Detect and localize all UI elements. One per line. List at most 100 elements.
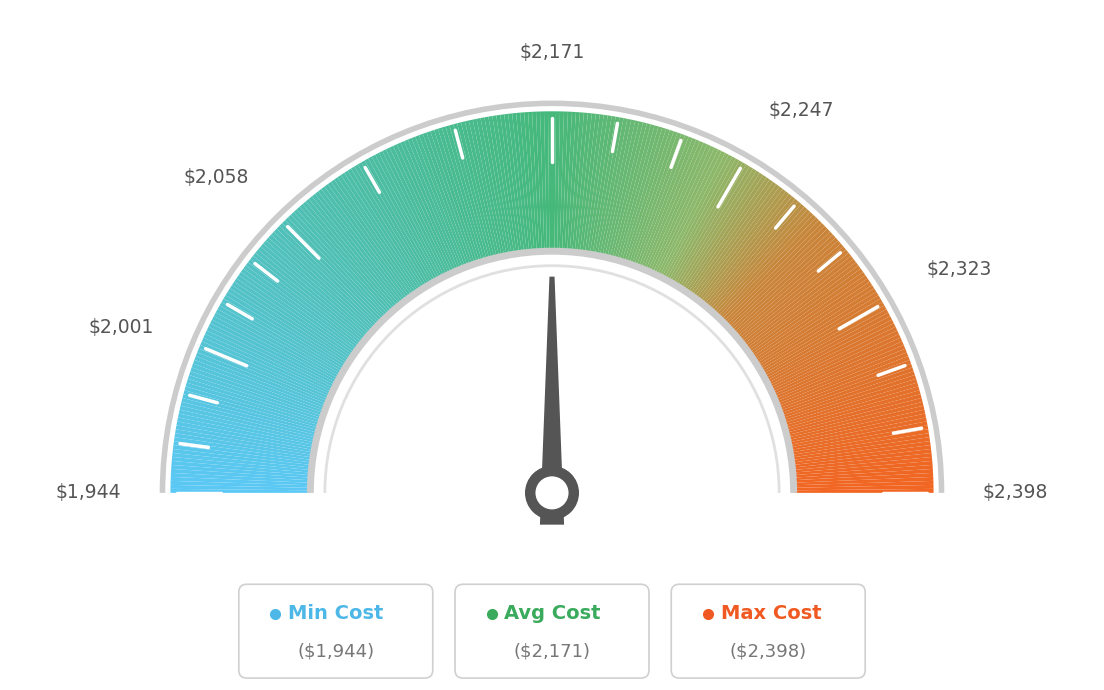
FancyBboxPatch shape xyxy=(671,584,866,678)
Wedge shape xyxy=(773,337,902,397)
Wedge shape xyxy=(788,413,926,445)
Wedge shape xyxy=(192,364,325,413)
Wedge shape xyxy=(629,131,678,265)
Wedge shape xyxy=(587,115,612,254)
Wedge shape xyxy=(473,119,505,257)
Wedge shape xyxy=(792,449,932,468)
Wedge shape xyxy=(692,182,776,297)
Wedge shape xyxy=(792,445,931,465)
Wedge shape xyxy=(582,115,604,253)
Wedge shape xyxy=(558,111,564,251)
Wedge shape xyxy=(318,189,406,302)
Wedge shape xyxy=(488,116,514,255)
Wedge shape xyxy=(762,302,884,374)
Wedge shape xyxy=(757,292,879,368)
Wedge shape xyxy=(230,285,349,364)
Wedge shape xyxy=(702,194,793,305)
Wedge shape xyxy=(184,386,320,428)
Wedge shape xyxy=(202,337,331,397)
Wedge shape xyxy=(564,112,576,252)
Wedge shape xyxy=(704,197,795,306)
Wedge shape xyxy=(277,226,380,326)
Wedge shape xyxy=(528,112,540,252)
Wedge shape xyxy=(454,124,492,259)
Wedge shape xyxy=(174,433,314,457)
Wedge shape xyxy=(644,139,700,270)
Wedge shape xyxy=(294,209,391,315)
Wedge shape xyxy=(790,433,930,457)
Wedge shape xyxy=(361,161,434,284)
Wedge shape xyxy=(619,126,662,262)
Wedge shape xyxy=(631,132,681,266)
Wedge shape xyxy=(185,382,320,426)
Wedge shape xyxy=(792,441,931,462)
Wedge shape xyxy=(789,425,928,453)
Wedge shape xyxy=(605,121,639,257)
Wedge shape xyxy=(775,345,905,402)
Wedge shape xyxy=(672,162,746,285)
Wedge shape xyxy=(469,119,501,257)
Wedge shape xyxy=(189,371,323,418)
Wedge shape xyxy=(776,348,906,404)
Wedge shape xyxy=(288,215,386,319)
Wedge shape xyxy=(279,223,381,324)
Text: Min Cost: Min Cost xyxy=(288,604,383,623)
Wedge shape xyxy=(171,469,311,480)
Wedge shape xyxy=(234,278,352,359)
Text: Avg Cost: Avg Cost xyxy=(505,604,601,623)
Wedge shape xyxy=(661,153,729,279)
Wedge shape xyxy=(612,124,650,259)
Wedge shape xyxy=(268,235,374,331)
FancyBboxPatch shape xyxy=(238,584,433,678)
Wedge shape xyxy=(784,386,920,428)
Wedge shape xyxy=(789,417,927,448)
Wedge shape xyxy=(577,113,596,253)
Wedge shape xyxy=(178,413,316,445)
Wedge shape xyxy=(457,122,495,259)
Wedge shape xyxy=(752,278,870,359)
Wedge shape xyxy=(232,282,351,362)
Wedge shape xyxy=(344,170,423,290)
Wedge shape xyxy=(170,485,310,491)
Wedge shape xyxy=(170,489,310,493)
Wedge shape xyxy=(688,177,769,295)
Wedge shape xyxy=(423,132,473,266)
Wedge shape xyxy=(401,141,458,271)
Wedge shape xyxy=(210,319,337,386)
Wedge shape xyxy=(627,130,673,264)
Wedge shape xyxy=(648,143,708,272)
Wedge shape xyxy=(516,112,532,253)
Wedge shape xyxy=(694,184,779,299)
Wedge shape xyxy=(686,175,766,293)
Wedge shape xyxy=(238,272,355,355)
Wedge shape xyxy=(173,445,312,465)
Wedge shape xyxy=(609,122,647,259)
Wedge shape xyxy=(328,182,412,297)
Wedge shape xyxy=(505,114,524,253)
Wedge shape xyxy=(258,246,368,339)
Wedge shape xyxy=(241,268,357,353)
Wedge shape xyxy=(335,177,416,295)
Wedge shape xyxy=(670,161,743,284)
Wedge shape xyxy=(246,262,360,348)
Wedge shape xyxy=(203,334,332,395)
Wedge shape xyxy=(325,184,410,299)
Wedge shape xyxy=(747,268,863,353)
Wedge shape xyxy=(793,469,933,480)
Wedge shape xyxy=(465,121,499,257)
Wedge shape xyxy=(512,113,529,253)
Wedge shape xyxy=(225,292,347,368)
Wedge shape xyxy=(321,186,407,300)
Wedge shape xyxy=(690,179,773,296)
Wedge shape xyxy=(372,155,440,280)
Wedge shape xyxy=(179,410,316,442)
Wedge shape xyxy=(675,164,750,286)
Wedge shape xyxy=(622,128,666,262)
Wedge shape xyxy=(792,437,930,460)
Wedge shape xyxy=(607,121,643,258)
Wedge shape xyxy=(187,379,321,423)
Wedge shape xyxy=(537,112,544,251)
Wedge shape xyxy=(777,353,909,406)
Wedge shape xyxy=(726,229,830,328)
Wedge shape xyxy=(668,159,740,282)
